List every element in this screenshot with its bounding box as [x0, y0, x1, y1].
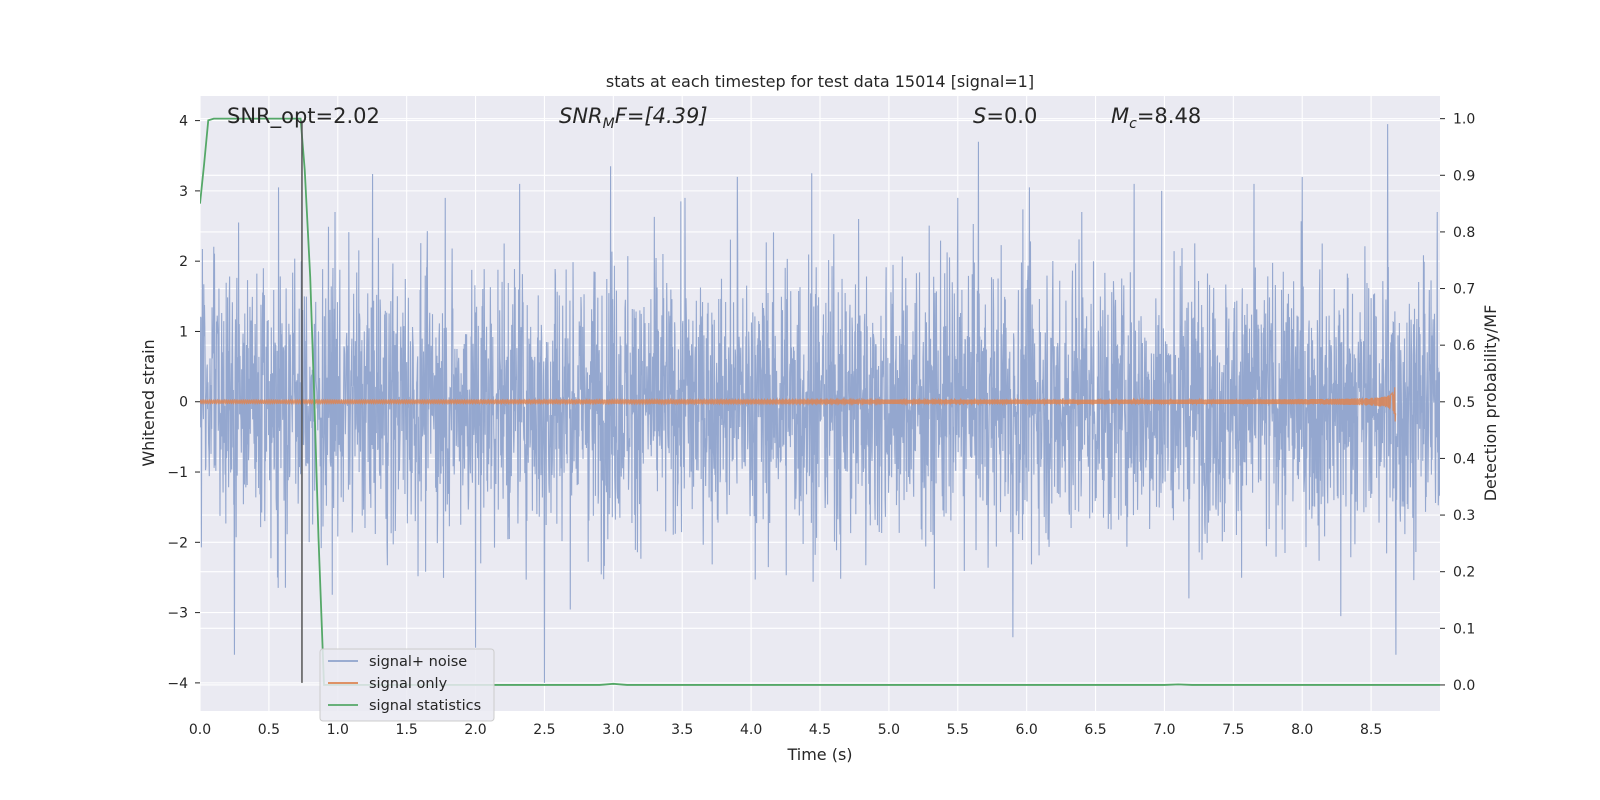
x-tick-label: 8.0	[1291, 722, 1313, 738]
signal-statistics-line	[200, 117, 1440, 686]
y2-ticks: 0.0 0.1 0.2 0.3 0.4 0.5 0.6 0.7 0.8 0.9 1.0	[1440, 112, 1475, 694]
legend-label-signal-statistics: signal statistics	[369, 698, 481, 714]
annotation-mc: Mc=8.48	[1111, 104, 1201, 132]
y2-tick-label: 0.6	[1453, 338, 1475, 354]
y-tick-label: 0	[179, 395, 188, 411]
x-tick-label: 5.5	[947, 722, 969, 738]
legend-label-signal-only: signal only	[369, 676, 448, 692]
x-tick-label: 2.5	[533, 722, 555, 738]
y-tick-label: 2	[179, 254, 188, 270]
y-tick-label: −3	[167, 606, 188, 622]
annotation-snr-mf-sub: M	[603, 116, 615, 132]
chart-title: stats at each timestep for test data 150…	[606, 72, 1034, 91]
x-tick-label: 0.0	[189, 722, 211, 738]
annotation-snr-mf-var: SNR	[559, 104, 603, 128]
x-tick-label: 4.0	[740, 722, 762, 738]
annotation-s-rest: =0.0	[986, 104, 1037, 128]
y2-tick-label: 0.4	[1453, 451, 1475, 467]
annotation-s: S=0.0	[973, 104, 1037, 128]
y-axis-label: Whitened strain	[139, 339, 158, 466]
x-tick-label: 4.5	[809, 722, 831, 738]
annotation-snr-opt: SNR_opt=2.02	[227, 104, 380, 129]
y2-tick-label: 0.2	[1453, 565, 1475, 581]
series-signal-statistics	[200, 117, 1440, 686]
y2-tick-label: 1.0	[1453, 112, 1475, 128]
x-tick-label: 6.0	[1016, 722, 1038, 738]
signal-only-line	[200, 387, 1397, 422]
annotation-snr-mf: SNRMF=[4.39]	[559, 104, 708, 132]
x-tick-label: 1.0	[327, 722, 349, 738]
annotation-mc-rest: =8.48	[1137, 104, 1201, 128]
y2-tick-label: 0.8	[1453, 225, 1475, 241]
legend-label-signal-noise: signal+ noise	[369, 654, 467, 670]
annotation-snr-mf-rest: F=[4.39]	[615, 104, 708, 128]
y2-axis-label: Detection probability/MF	[1481, 305, 1500, 502]
y2-tick-label: 0.1	[1453, 621, 1475, 637]
x-tick-label: 3.5	[671, 722, 693, 738]
y2-tick-label: 0.9	[1453, 168, 1475, 184]
series-signal-plus-noise	[200, 124, 1440, 683]
y2-tick-label: 0.5	[1453, 395, 1475, 411]
x-tick-label: 1.5	[396, 722, 418, 738]
annotation-s-var: S	[973, 104, 986, 128]
series-signal-only	[200, 387, 1397, 422]
x-tick-label: 7.5	[1222, 722, 1244, 738]
y2-tick-label: 0.0	[1453, 678, 1475, 694]
y-tick-label: −4	[167, 676, 188, 692]
signal-noise-line	[200, 124, 1440, 683]
x-axis-label: Time (s)	[786, 745, 852, 764]
y-tick-label: 1	[179, 324, 188, 340]
y-tick-label: 4	[179, 114, 188, 130]
y-tick-label: −2	[167, 535, 188, 551]
y-ticks: −4 −3 −2 −1 0 1 2 3 4	[167, 114, 200, 692]
legend: signal+ noise signal only signal statist…	[319, 648, 495, 722]
y2-tick-label: 0.7	[1453, 282, 1475, 298]
x-tick-label: 5.0	[878, 722, 900, 738]
y2-tick-label: 0.3	[1453, 508, 1475, 524]
annotation-mc-sub: c	[1129, 116, 1137, 132]
x-tick-label: 8.5	[1360, 722, 1382, 738]
annotation-mc-var: M	[1111, 104, 1129, 128]
x-tick-label: 2.0	[464, 722, 486, 738]
y-tick-label: −1	[167, 465, 188, 481]
x-tick-label: 7.0	[1153, 722, 1175, 738]
x-tick-label: 0.5	[258, 722, 280, 738]
legend-box	[319, 648, 495, 722]
x-tick-label: 3.0	[602, 722, 624, 738]
y-tick-label: 3	[179, 184, 188, 200]
x-ticks: 0.0 0.5 1.0 1.5 2.0 2.5 3.0 3.5 4.0 4.5 5.0 5.5 6.0 6…	[189, 722, 1382, 738]
x-tick-label: 6.5	[1084, 722, 1106, 738]
